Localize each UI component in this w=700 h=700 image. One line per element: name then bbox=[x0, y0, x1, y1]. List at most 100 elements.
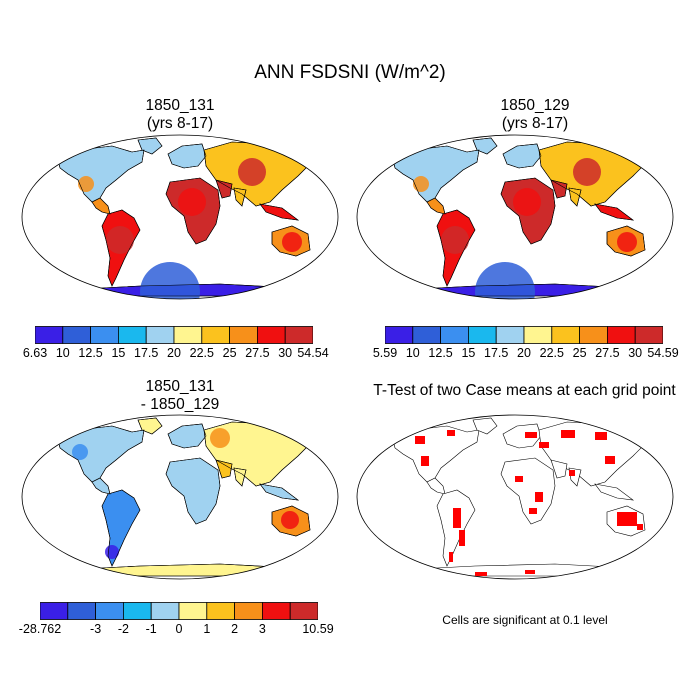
colorbar-tick-label: 12.5 bbox=[78, 346, 103, 360]
colorbar-tick-label: 22.5 bbox=[539, 346, 564, 360]
colorbar-swatch bbox=[67, 602, 96, 620]
panel-4-map bbox=[356, 414, 674, 580]
colorbar-tick-label: -28.762 bbox=[18, 622, 62, 636]
map-border bbox=[356, 134, 674, 300]
field-patch bbox=[413, 176, 429, 192]
coastline bbox=[167, 143, 207, 169]
colorbar-swatch bbox=[579, 326, 608, 344]
colorbar-swatch bbox=[118, 326, 147, 344]
colorbar-tick-label: 6.63 bbox=[22, 346, 48, 360]
panel-4-title-line1: T-Test of two Case means at each grid po… bbox=[373, 382, 676, 399]
field-patch bbox=[617, 232, 637, 252]
significant-cell bbox=[515, 476, 523, 482]
significant-cell bbox=[569, 470, 575, 476]
colorbar-tick-label: 17.5 bbox=[484, 346, 509, 360]
significant-cell bbox=[535, 492, 543, 502]
colorbar-tick-label: 25 bbox=[222, 346, 237, 360]
colorbar-tick-label: 1 bbox=[203, 622, 211, 636]
colorbar-tick-label: -1 bbox=[145, 622, 157, 636]
colorbar-swatch bbox=[261, 602, 291, 620]
colorbar-swatch bbox=[62, 326, 91, 344]
panel-2-title: 1850_129 (yrs 8-17) bbox=[370, 97, 700, 133]
colorbar-swatch bbox=[256, 326, 286, 344]
colorbar-tick-label: 22.5 bbox=[189, 346, 214, 360]
landmass-eu bbox=[502, 423, 542, 449]
field-patch bbox=[78, 176, 94, 192]
significant-cell bbox=[585, 572, 599, 576]
significant-cell bbox=[637, 524, 643, 530]
colorbar-tick-label: 30 bbox=[628, 346, 643, 360]
coastline bbox=[215, 459, 233, 479]
coastline bbox=[594, 203, 635, 221]
panel-2-colorbar bbox=[385, 326, 663, 344]
panel-3-title: 1850_131 - 1850_129 bbox=[15, 378, 345, 414]
coastline bbox=[259, 483, 300, 501]
significance-note: Cells are significant at 0.1 level bbox=[442, 613, 608, 627]
colorbar-swatch bbox=[440, 326, 469, 344]
significant-cell bbox=[449, 552, 453, 562]
coastline bbox=[271, 225, 311, 257]
panel-1-map bbox=[21, 134, 339, 300]
coastline bbox=[91, 197, 111, 215]
colorbar-tick-label: 3 bbox=[258, 622, 266, 636]
colorbar-swatch bbox=[145, 326, 175, 344]
coastline bbox=[500, 177, 556, 245]
colorbar-swatch bbox=[551, 326, 581, 344]
panel-1-title-line1: 1850_131 bbox=[145, 97, 215, 114]
field-patch bbox=[282, 232, 302, 252]
colorbar-tick-label: 2 bbox=[231, 622, 239, 636]
colorbar-tick-label: 15 bbox=[111, 346, 126, 360]
coastline bbox=[233, 467, 247, 487]
significant-cell bbox=[453, 508, 461, 528]
panel-4-title: T-Test of two Case means at each grid po… bbox=[352, 382, 697, 400]
significant-cell bbox=[525, 570, 535, 574]
colorbar-swatch bbox=[495, 326, 525, 344]
colorbar-swatch bbox=[229, 326, 258, 344]
field-patch bbox=[281, 511, 299, 529]
field-patch bbox=[573, 158, 601, 186]
panel-2-colorbar-labels: 5.59 10 12.5 15 17.5 20 22.5 25 27.5 30 54.59 bbox=[373, 346, 679, 362]
colorbar-tick-label: 27.5 bbox=[595, 346, 620, 360]
coastline bbox=[426, 197, 446, 215]
panel-1-title-line2: (yrs 8-17) bbox=[146, 115, 214, 132]
coastline bbox=[91, 477, 111, 495]
colorbar-tick-label: 30 bbox=[278, 346, 293, 360]
colorbar-tick-label: 5.59 bbox=[372, 346, 398, 360]
panel-1-colorbar bbox=[35, 326, 313, 344]
colorbar-swatch bbox=[123, 602, 152, 620]
colorbar-swatch bbox=[35, 326, 64, 344]
landmass-an bbox=[49, 563, 312, 577]
coastline bbox=[101, 489, 141, 567]
coastline bbox=[436, 209, 476, 287]
colorbar-tick-label: -3 bbox=[90, 622, 102, 636]
coastline bbox=[502, 143, 542, 169]
panel-3-title-line2: - 1850_129 bbox=[140, 396, 220, 413]
panel-3-title-line1: 1850_131 bbox=[145, 378, 215, 395]
colorbar-swatch bbox=[178, 602, 208, 620]
coastline bbox=[472, 137, 498, 155]
landmass-ea bbox=[594, 483, 635, 501]
coastline bbox=[568, 187, 582, 207]
colorbar-swatch bbox=[412, 326, 441, 344]
coastline bbox=[165, 457, 221, 525]
significant-cell bbox=[595, 432, 607, 440]
coastline bbox=[215, 179, 233, 199]
panel-1-title: 1850_131 (yrs 8-17) bbox=[15, 97, 345, 133]
panel-3-colorbar bbox=[40, 602, 318, 620]
coastline bbox=[101, 209, 141, 287]
coastline bbox=[137, 137, 163, 155]
coastline bbox=[167, 423, 207, 449]
colorbar-swatch bbox=[284, 326, 313, 344]
colorbar-swatch bbox=[234, 602, 263, 620]
significant-cell bbox=[617, 512, 637, 526]
coastline bbox=[606, 225, 646, 257]
coastline bbox=[165, 177, 221, 245]
field-patch bbox=[513, 188, 541, 216]
colorbar-swatch bbox=[173, 326, 203, 344]
coastline bbox=[57, 145, 145, 203]
landmass-gr bbox=[472, 417, 498, 435]
field-patch bbox=[72, 444, 88, 460]
panel-2-title-line2: (yrs 8-17) bbox=[501, 115, 569, 132]
colorbar-swatch bbox=[523, 326, 553, 344]
landmass-af bbox=[500, 457, 556, 525]
